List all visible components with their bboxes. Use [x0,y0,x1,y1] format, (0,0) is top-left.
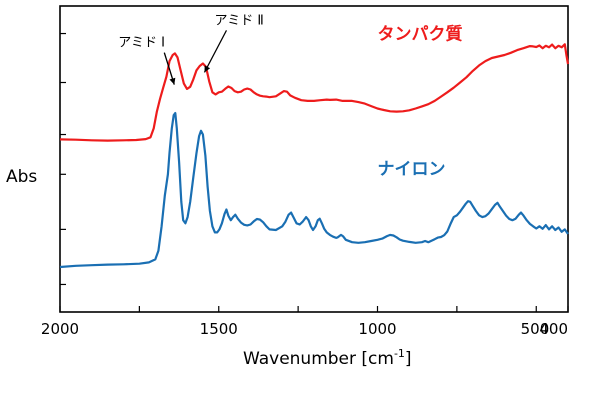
x-tick-label-1500: 1500 [200,320,238,338]
annotation-layer: アミド I アミド Ⅱ [118,13,264,85]
annotation-label-0: アミド I [118,36,165,51]
x-tick-label-2000: 2000 [41,320,79,338]
annotation-arrow-1 [203,30,228,73]
x-tick-label-1000: 1000 [358,320,396,338]
x-axis-label: Wavenumber [cm-1] [243,347,412,369]
x-tick-label-500: 500 [521,320,550,338]
x-tick-label-400: 400 [539,320,568,338]
x-axis-label-main: Wavenumber [cm [243,349,394,369]
series-line-0 [59,43,570,142]
plot-frame [59,5,569,313]
y-tick-group [60,32,66,286]
x-axis-label-close: ] [405,349,412,369]
annotation-arrowhead-1 [204,65,211,73]
annotation-arrowhead-0 [169,77,176,85]
series-label-1: ナイロン [378,159,446,179]
x-axis-label-superscript: -1 [394,347,405,360]
series-line-1 [59,112,569,269]
annotation-label-1: アミド Ⅱ [214,13,263,28]
y-axis-label: Abs [6,167,37,187]
series-label-0: タンパク質 [378,24,463,45]
